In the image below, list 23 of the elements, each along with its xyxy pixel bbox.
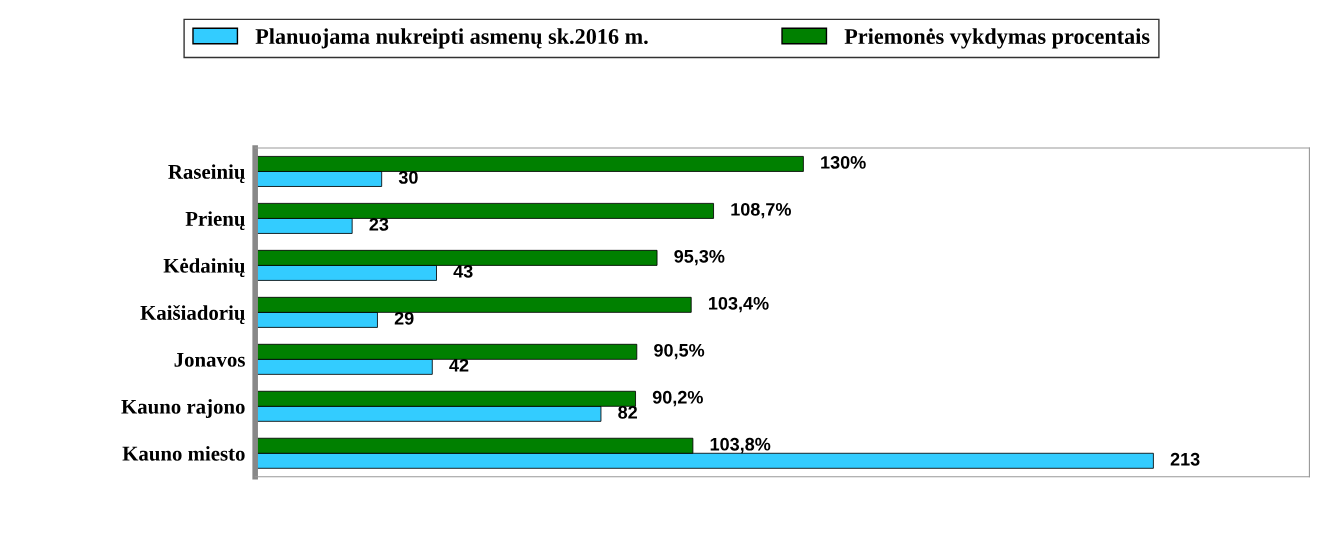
y-tick-label: Jonavos: [174, 352, 245, 367]
y-tick-label: Kėdainių: [163, 258, 245, 277]
data-label: 90,2%: [652, 390, 703, 407]
data-label: 103,4%: [709, 296, 769, 313]
y-tick-label: Prienų: [185, 211, 245, 231]
data-label: 90,5%: [654, 343, 705, 360]
y-tick-label: Kauno miesto: [122, 446, 245, 461]
data-label: 30: [398, 171, 418, 184]
y-tick-label: Raseinių: [168, 164, 245, 184]
data-label: 82: [618, 405, 637, 419]
data-label: 42: [449, 358, 469, 372]
data-label: 130%: [821, 155, 866, 169]
data-label: 23: [369, 217, 389, 231]
data-label: 213: [1170, 452, 1200, 466]
y-tick-label: Kaišiadorių: [140, 304, 245, 325]
legend-label: Priemonės vykdymas procentais: [844, 28, 1150, 49]
data-label: 43: [453, 264, 473, 278]
data-label: 103,8%: [710, 437, 771, 454]
data-label: 29: [394, 311, 414, 325]
legend-label: Planuojama nukreipti asmenų sk.2016 m.: [255, 28, 648, 49]
y-tick-label: Kauno rajono: [121, 399, 245, 418]
data-label: 108,7%: [731, 202, 791, 219]
data-label: 95,3%: [674, 249, 725, 266]
